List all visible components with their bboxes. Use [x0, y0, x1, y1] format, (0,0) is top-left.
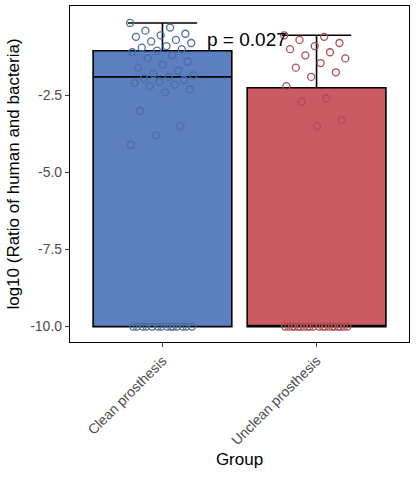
svg-text:-2.5: -2.5 [38, 87, 62, 103]
svg-text:Unclean prosthesis: Unclean prosthesis [228, 353, 324, 449]
svg-text:Clean prosthesis: Clean prosthesis [84, 353, 169, 438]
svg-text:-5.0: -5.0 [38, 164, 62, 180]
svg-text:Group: Group [216, 450, 263, 469]
svg-text:p = 0.027: p = 0.027 [207, 29, 287, 50]
svg-text:log10 (Ratio of human and bact: log10 (Ratio of human and bacteria) [4, 38, 23, 309]
svg-text:-10.0: -10.0 [30, 318, 62, 334]
svg-text:-7.5: -7.5 [38, 241, 62, 257]
